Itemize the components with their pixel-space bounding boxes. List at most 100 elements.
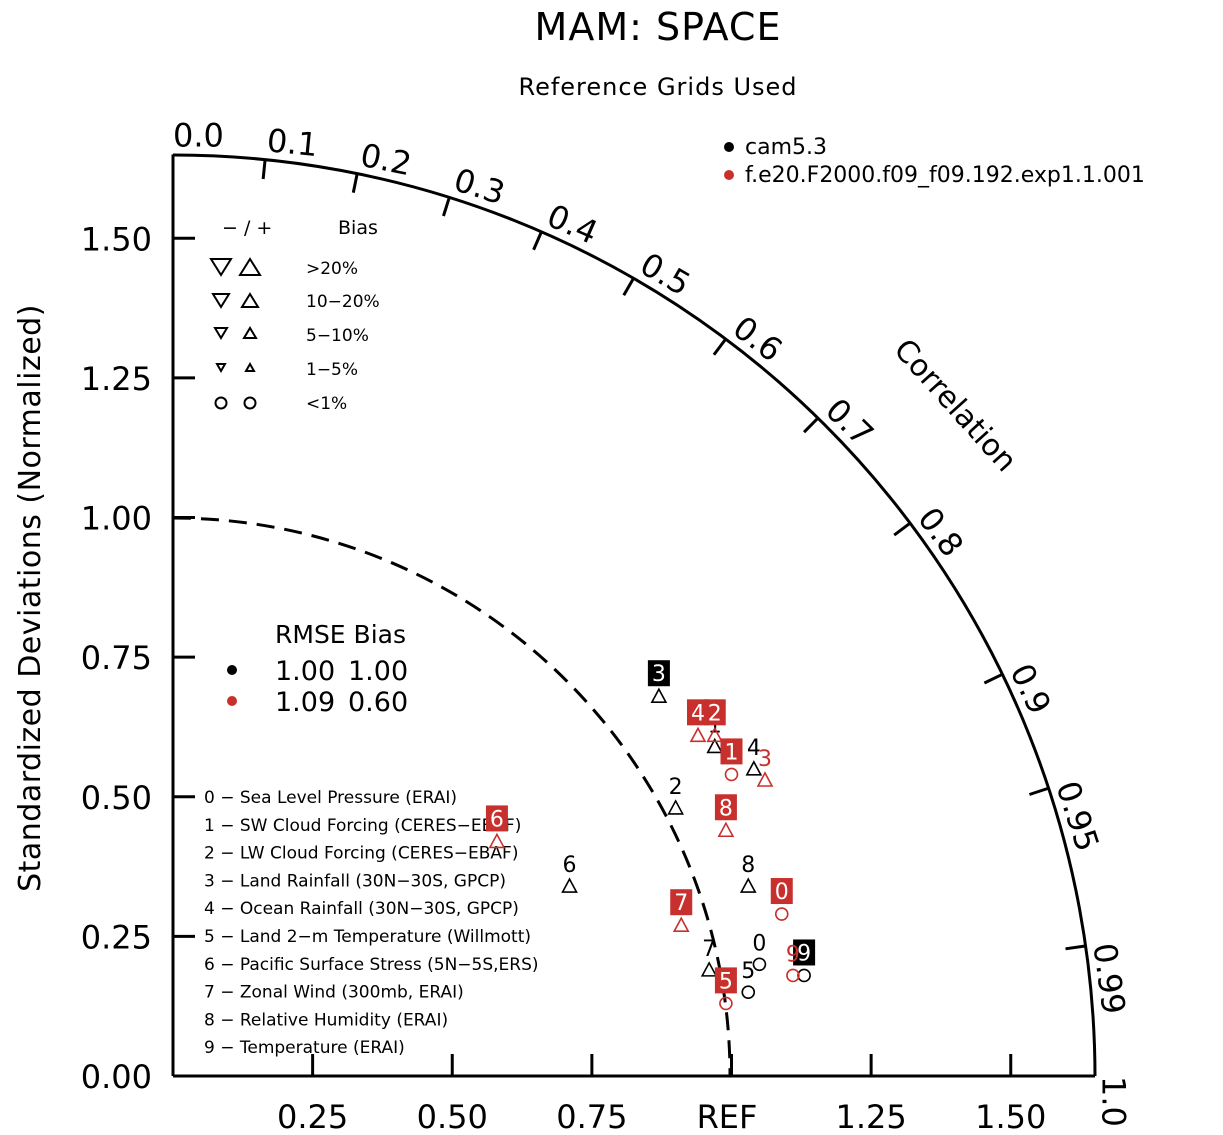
data-point-marker (700, 961, 718, 977)
rmse-value-cam: 1.00 (275, 656, 335, 687)
data-point-label: 0 (775, 880, 789, 905)
data-point-label: 8 (741, 853, 755, 878)
bias-up-triangle-medium (240, 292, 260, 308)
bias-legend: − / + Bias >20% 10−20% 5−10% 1−5% <1% (209, 217, 380, 414)
chart-subtitle: Reference Grids Used (518, 73, 797, 101)
data-point-label: 3 (758, 747, 772, 772)
correlation-tick-label: 0.1 (265, 121, 319, 164)
data-point-label: 7 (702, 937, 716, 962)
correlation-tick-mark (983, 672, 1004, 685)
y-ticks: 0.00 0.25 0.50 0.75 1.00 1.25 1.50 (81, 220, 195, 1096)
variable-list-item: 5 − Land 2−m Temperature (Willmott) (204, 927, 531, 947)
data-point-label: 4 (747, 736, 761, 761)
bias-value-exp: 0.60 (348, 687, 408, 718)
rmse-table-header: RMSE Bias (275, 620, 406, 649)
bias-value-cam: 1.00 (348, 656, 408, 687)
correlation-tick-mark (261, 158, 267, 180)
correlation-tick-mark (712, 337, 728, 356)
data-point-marker (752, 957, 767, 972)
data-point-marker (672, 916, 690, 933)
data-point-label: 0 (752, 931, 766, 956)
chart-title: MAM: SPACE (535, 5, 782, 49)
data-point-label: 2 (669, 775, 683, 800)
correlation-tick-label: 0.5 (634, 245, 697, 303)
data-point-marker (561, 877, 578, 893)
correlation-tick-mark (802, 416, 820, 434)
data-point-marker (774, 907, 789, 921)
variable-list-item: 9 − Temperature (ERAI) (204, 1038, 405, 1058)
y-tick-label: 1.00 (81, 500, 152, 538)
correlation-label: Correlation (887, 332, 1024, 478)
data-point-label-box (647, 660, 670, 687)
variable-list-item: 8 − Relative Humidity (ERAI) (204, 1010, 448, 1030)
bias-legend-row-4: <1% (306, 394, 347, 414)
y-tick-label: 0.00 (81, 1058, 152, 1096)
data-point-marker (706, 737, 724, 754)
data-point-marker (667, 799, 684, 815)
series-legend: cam5.3 f.e20.F2000.f09_f09.192.exp1.1.00… (724, 135, 1145, 188)
correlation-tick-mark (622, 277, 636, 297)
y-tick-label: 0.50 (81, 779, 152, 817)
reference-arc (172, 516, 732, 1077)
legend-marker-cam (724, 142, 734, 152)
bias-up-triangle-tiny (244, 361, 256, 372)
data-point-label: 3 (652, 662, 666, 687)
variable-list-item: 6 − Pacific Surface Stress (5N−5S,ERS) (204, 955, 539, 975)
data-point-label-box (485, 805, 508, 832)
data-point-label-box (714, 967, 737, 994)
correlation-tick-label: 0.0 (173, 117, 224, 155)
correlation-tick-label: 0.9 (1002, 658, 1058, 720)
bias-legend-row-2: 5−10% (306, 326, 369, 346)
bias-down-triangle-small (213, 327, 229, 340)
data-point-marker (724, 767, 739, 782)
legend-label-exp: f.e20.F2000.f09_f09.192.exp1.1.001 (745, 163, 1145, 188)
bias-up-triangle-large (238, 257, 262, 276)
data-point-label-box (686, 699, 709, 726)
data-point-label: 6 (490, 807, 504, 832)
data-point-marker (786, 968, 800, 983)
correlation-tick-mark (532, 230, 543, 251)
legend-marker-exp (724, 170, 734, 180)
variable-list-item: 7 − Zonal Wind (300mb, ERAI) (204, 983, 464, 1003)
data-point-label-box (714, 794, 737, 821)
bias-down-triangle-tiny (215, 363, 227, 374)
bias-legend-row-1: 10−20% (306, 292, 380, 312)
data-point-label-box (670, 889, 693, 916)
x-tick-label: 0.25 (277, 1098, 348, 1135)
x-tick-label: 0.75 (556, 1098, 627, 1135)
variable-list-item: 1 − SW Cloud Forcing (CERES−EBAF) (204, 816, 521, 836)
outer-arc (172, 153, 1097, 1077)
data-point-marker (745, 760, 763, 776)
data-point-label-box (703, 699, 726, 726)
data-point-label-box (770, 878, 793, 905)
data-point-marker (797, 968, 811, 983)
data-point-marker (717, 821, 735, 838)
bias-legend-sign: − / + (222, 217, 272, 239)
correlation-tick-mark (1065, 944, 1086, 951)
ref-label: REF (697, 1098, 758, 1135)
variable-list-item: 2 − LW Cloud Forcing (CERES−EBAF) (204, 844, 518, 864)
bias-down-triangle-medium (211, 293, 231, 309)
bias-legend-row-0: >20% (306, 259, 358, 279)
data-point-marker (719, 996, 733, 1011)
variable-list: 0 − Sea Level Pressure (ERAI) 1 − SW Clou… (204, 788, 539, 1058)
data-point-label-box (793, 939, 816, 966)
rmse-marker-cam (227, 665, 237, 675)
data-point-label: 6 (563, 853, 577, 878)
data-point-marker (741, 985, 756, 1000)
correlation-tick-label: 0.3 (449, 161, 509, 213)
x-tick-label: 1.50 (975, 1098, 1046, 1135)
variable-list-item: 3 − Land Rainfall (30N−30S, GPCP) (204, 871, 506, 891)
x-tick-label: 1.25 (836, 1098, 907, 1135)
variable-list-item: 0 − Sea Level Pressure (ERAI) (204, 788, 457, 808)
rmse-value-exp: 1.09 (275, 687, 335, 718)
data-point-marker (739, 877, 757, 893)
bias-circle-right (243, 396, 257, 410)
correlation-tick-label: 0.7 (818, 391, 881, 454)
data-point-marker (706, 726, 724, 743)
correlation-tick-mark (351, 172, 359, 193)
legend-label-cam: cam5.3 (745, 135, 827, 160)
data-point-label: 5 (719, 969, 733, 994)
correlation-tick-mark (1028, 786, 1049, 796)
data-point-marker (756, 771, 774, 787)
